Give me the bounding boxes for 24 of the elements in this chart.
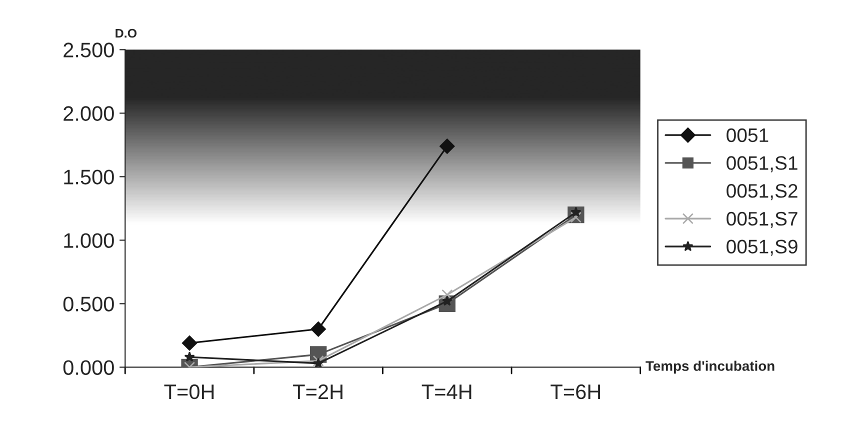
x-tick-label: T=0H [164, 384, 214, 400]
y-tick-label: 0.500 [63, 296, 114, 312]
legend-label: 0051,S7 [726, 212, 798, 228]
y-tick-label: 2.500 [64, 42, 114, 58]
point [313, 358, 324, 368]
y-tick-label: 1.500 [64, 170, 114, 184]
x-axis-title: Temps d'incubation [646, 360, 774, 374]
y-tick-label: 1.000 [64, 233, 114, 248]
y-tick-label: 2.000 [64, 106, 114, 121]
point [440, 138, 455, 154]
text: 0051,S2 [726, 184, 798, 200]
point [312, 355, 324, 366]
legend-label: 0051 [726, 128, 768, 142]
y-tick-label: 0.000 [63, 360, 114, 375]
legend-label: 0051,S9 [726, 240, 798, 256]
legend-label: 0051,S1 [726, 156, 798, 172]
x-tick-label: T=2H [293, 384, 342, 399]
point [442, 289, 453, 300]
x-tick-label: T=6H [550, 384, 600, 400]
point [182, 336, 198, 351]
x-tick-label: T=4H [422, 384, 472, 399]
point [310, 322, 326, 337]
point [184, 351, 195, 362]
y-axis-title: D.O [116, 28, 137, 38]
